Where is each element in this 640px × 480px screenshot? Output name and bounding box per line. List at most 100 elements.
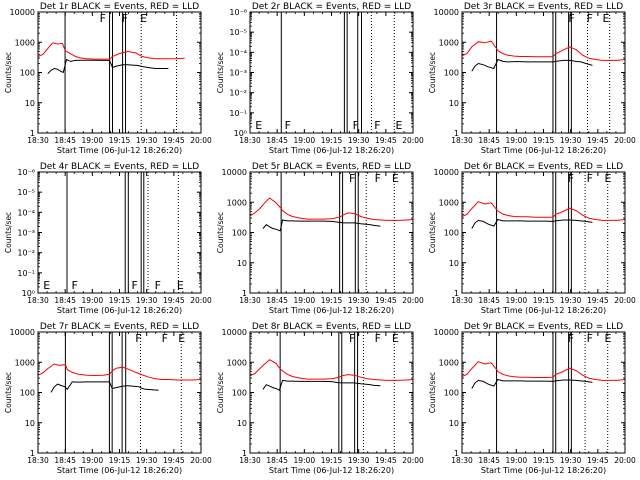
y-tick-label: 10 (449, 99, 459, 108)
y-axis-label: Counts/sec (428, 372, 437, 413)
y-tick-label: 10000 (434, 8, 459, 17)
detector-panel: Det 4r BLACK = Events, RED = LLD 10⁰ 10⁻¹ 1… (4, 162, 212, 315)
y-axis-label: Counts/sec (216, 372, 225, 413)
x-axis-label: Start Time (06-Jul-12 18:26:20) (269, 146, 394, 155)
x-tick-label: 19:30 (136, 296, 158, 305)
y-tick-label: 10⁻⁵ (229, 28, 247, 37)
event-flag-label: E (605, 172, 612, 185)
x-tick-label: 18:45 (478, 136, 500, 145)
x-tick-label: 18:30 (239, 136, 261, 145)
y-axis-label: Counts/sec (428, 212, 437, 253)
plot-frame (37, 11, 202, 134)
y-tick-label: 1000 (439, 38, 459, 47)
y-tick-label: 10⁻⁶ (17, 168, 35, 177)
x-tick-label: 19:15 (533, 456, 555, 465)
y-tick-label: 10⁰ (22, 289, 35, 298)
x-tick-label: 19:45 (587, 136, 609, 145)
event-flag-label: F (353, 119, 359, 132)
y-tick-label: 1000 (439, 198, 459, 207)
y-tick-label: 10 (449, 419, 459, 428)
y-tick-label: 10⁻⁴ (17, 208, 35, 217)
y-tick-label: 1 (242, 449, 247, 458)
y-tick-label: 10⁻² (17, 249, 35, 258)
x-tick-label: 18:45 (54, 296, 76, 305)
x-tick-label: 19:15 (533, 296, 555, 305)
y-tick-label: 1 (30, 449, 35, 458)
x-tick-label: 19:45 (163, 136, 185, 145)
x-tick-label: 19:45 (587, 296, 609, 305)
x-tick-label: 19:30 (560, 456, 582, 465)
x-tick-label: 19:45 (375, 456, 397, 465)
event-flag-label: F (162, 332, 168, 345)
x-tick-label: 19:15 (321, 456, 343, 465)
x-tick-label: 20:00 (614, 296, 636, 305)
x-tick-label: 20:00 (402, 136, 424, 145)
y-tick-label: 10 (25, 419, 35, 428)
y-tick-label: 10⁻¹ (17, 269, 35, 278)
y-axis-label: Counts/sec (216, 52, 225, 93)
x-tick-label: 20:00 (190, 456, 212, 465)
events-rate-line (471, 58, 593, 72)
x-tick-label: 18:30 (27, 296, 49, 305)
y-tick-label: 1 (454, 289, 459, 298)
lld-rate-line (461, 40, 626, 61)
y-tick-label: 100 (20, 389, 35, 398)
chart-title: Det 1r BLACK = Events, RED = LLD (40, 2, 199, 12)
y-tick-label: 100 (232, 389, 247, 398)
lld-rate-line (37, 42, 185, 60)
detector-panel: Det 7r BLACK = Events, RED = LLD 1 10 100 10… (4, 322, 212, 475)
plot-frame (249, 331, 414, 454)
x-tick-label: 20:00 (402, 296, 424, 305)
x-axis-label: Start Time (06-Jul-12 18:26:20) (481, 306, 606, 315)
events-rate-line (47, 58, 169, 75)
lld-rate-line (461, 201, 626, 221)
x-tick-label: 20:00 (614, 456, 636, 465)
x-tick-label: 19:45 (163, 296, 185, 305)
x-tick-label: 18:45 (54, 456, 76, 465)
event-flag-label: F (349, 172, 355, 185)
x-tick-label: 19:00 (294, 136, 316, 145)
x-tick-label: 18:30 (451, 456, 473, 465)
plot-frame (37, 331, 202, 454)
event-flag-label: E (605, 332, 612, 345)
events-rate-line (50, 381, 159, 393)
detector-panel: Det 3r BLACK = Events, RED = LLD 1 10 100 10… (428, 2, 636, 155)
lld-rate-line (461, 361, 626, 381)
x-tick-label: 18:30 (239, 296, 261, 305)
plot-frame (461, 11, 626, 134)
plot-frame (249, 171, 414, 294)
x-tick-label: 19:30 (560, 296, 582, 305)
event-flag-label: F (135, 332, 141, 345)
chart-title: Det 3r BLACK = Events, RED = LLD (464, 2, 623, 12)
y-tick-label: 1000 (15, 358, 35, 367)
y-tick-label: 1 (454, 449, 459, 458)
y-tick-label: 10⁻¹ (229, 109, 247, 118)
chart-title: Det 6r BLACK = Events, RED = LLD (464, 162, 623, 172)
x-tick-label: 18:45 (478, 296, 500, 305)
event-flag-label: E (392, 172, 399, 185)
chart-title: Det 2r BLACK = Events, RED = LLD (252, 2, 411, 12)
y-tick-label: 10 (237, 419, 247, 428)
detector-panel: Det 1r BLACK = Events, RED = LLD 1 10 100 10… (4, 2, 212, 155)
lld-rate-line (249, 359, 414, 381)
y-tick-label: 10 (449, 259, 459, 268)
y-axis-label: Counts/sec (428, 52, 437, 93)
x-axis-label: Start Time (06-Jul-12 18:26:20) (269, 306, 394, 315)
x-tick-label: 19:15 (321, 136, 343, 145)
x-tick-label: 19:15 (533, 136, 555, 145)
y-tick-label: 10000 (434, 168, 459, 177)
x-tick-label: 19:00 (506, 136, 528, 145)
x-tick-label: 18:30 (27, 136, 49, 145)
x-axis-label: Start Time (06-Jul-12 18:26:20) (269, 466, 394, 475)
y-tick-label: 10000 (222, 168, 247, 177)
y-tick-label: 10000 (222, 328, 247, 337)
y-axis-label: Counts/sec (4, 212, 13, 253)
x-tick-label: 20:00 (614, 136, 636, 145)
x-tick-label: 18:30 (451, 136, 473, 145)
x-axis-label: Start Time (06-Jul-12 18:26:20) (481, 146, 606, 155)
x-tick-label: 20:00 (190, 296, 212, 305)
event-flag-label: F (587, 332, 593, 345)
y-tick-label: 100 (20, 69, 35, 78)
events-rate-line (471, 218, 593, 229)
x-tick-label: 19:00 (294, 296, 316, 305)
